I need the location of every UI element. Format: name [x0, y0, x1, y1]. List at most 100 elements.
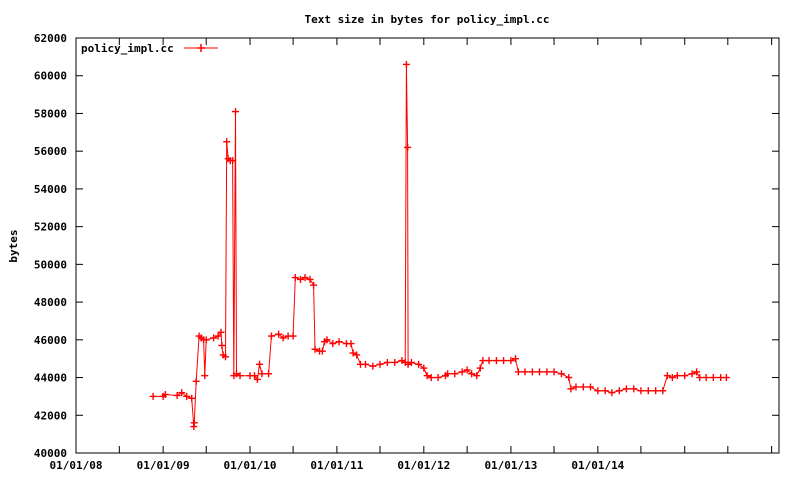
y-tick-label: 54000	[34, 183, 67, 196]
data-point	[192, 377, 200, 385]
data-point	[468, 370, 476, 378]
data-point	[161, 391, 169, 399]
data-point	[232, 370, 240, 378]
data-point	[173, 391, 181, 399]
data-point	[579, 383, 587, 391]
data-point	[222, 353, 230, 361]
data-point	[404, 143, 412, 151]
data-point	[210, 334, 218, 342]
data-point	[557, 370, 565, 378]
data-point	[229, 157, 237, 165]
data-point	[347, 340, 355, 348]
data-point	[427, 374, 435, 382]
data-point	[622, 385, 630, 393]
data-point	[251, 372, 259, 380]
data-point	[693, 368, 701, 376]
data-point	[567, 385, 575, 393]
data-point	[415, 360, 423, 368]
axes: 40000 42000 44000 46000 48000 50000 52000 54000…	[34, 32, 780, 472]
series-layer	[149, 60, 730, 431]
data-point	[652, 387, 660, 395]
data-point	[722, 374, 730, 382]
data-point	[423, 372, 431, 380]
data-point	[361, 360, 369, 368]
data-point	[463, 366, 471, 374]
data-point	[407, 358, 415, 366]
data-point	[296, 275, 304, 283]
data-point	[291, 274, 299, 282]
data-point	[696, 374, 704, 382]
series-line	[153, 64, 727, 427]
data-point	[630, 385, 638, 393]
data-point	[514, 368, 522, 376]
legend: policy_impl.cc	[81, 42, 218, 55]
data-point	[349, 349, 357, 357]
y-tick-label: 42000	[34, 409, 67, 422]
data-point	[521, 368, 529, 376]
data-point	[476, 364, 484, 372]
data-point	[214, 332, 222, 340]
data-point	[223, 138, 231, 146]
data-point	[335, 338, 343, 346]
x-tick-label: 01/01/10	[224, 459, 277, 472]
data-point	[594, 387, 602, 395]
data-point	[536, 368, 544, 376]
data-point	[458, 368, 466, 376]
data-point	[190, 419, 198, 427]
data-point	[511, 355, 519, 363]
plot-border	[75, 37, 780, 454]
y-axis-label: bytes	[7, 229, 20, 262]
data-point	[369, 362, 377, 370]
data-point	[637, 387, 645, 395]
data-point	[492, 357, 500, 365]
data-point	[543, 368, 551, 376]
data-point	[402, 60, 410, 68]
data-point	[253, 375, 261, 383]
legend-label: policy_impl.cc	[81, 42, 174, 55]
data-point	[383, 358, 391, 366]
data-point	[473, 372, 481, 380]
data-point	[444, 370, 452, 378]
data-point	[279, 334, 287, 342]
data-point	[702, 374, 710, 382]
data-point	[178, 389, 186, 397]
data-point	[709, 374, 717, 382]
data-point	[232, 108, 240, 116]
x-tick-label: 01/01/08	[50, 459, 103, 472]
data-point	[188, 394, 196, 402]
data-point	[681, 372, 689, 380]
data-point	[601, 387, 609, 395]
data-point	[528, 368, 536, 376]
y-tick-label: 40000	[34, 447, 67, 460]
data-point	[673, 372, 681, 380]
y-tick-label: 52000	[34, 221, 67, 234]
data-point	[306, 275, 314, 283]
data-point	[572, 383, 580, 391]
x-tick-label: 01/01/14	[571, 459, 624, 472]
data-point	[217, 328, 225, 336]
data-point	[420, 364, 428, 372]
data-point	[311, 345, 319, 353]
data-point	[218, 341, 226, 349]
y-tick-label: 44000	[34, 372, 67, 385]
data-point	[318, 347, 326, 355]
data-point	[659, 387, 667, 395]
y-tick-label: 60000	[34, 70, 67, 83]
y-tick-label: 62000	[34, 32, 67, 45]
data-point	[236, 372, 244, 380]
data-point	[323, 336, 331, 344]
data-point	[353, 351, 361, 359]
data-point	[565, 374, 573, 382]
y-tick-label: 56000	[34, 145, 67, 158]
data-point	[479, 357, 487, 365]
data-point	[500, 357, 508, 365]
y-tick-label: 58000	[34, 107, 67, 120]
data-point	[507, 357, 515, 365]
data-point	[644, 387, 652, 395]
data-point	[434, 374, 442, 382]
data-point	[149, 392, 157, 400]
data-point	[550, 368, 558, 376]
y-tick-label: 48000	[34, 296, 67, 309]
data-point	[688, 370, 696, 378]
